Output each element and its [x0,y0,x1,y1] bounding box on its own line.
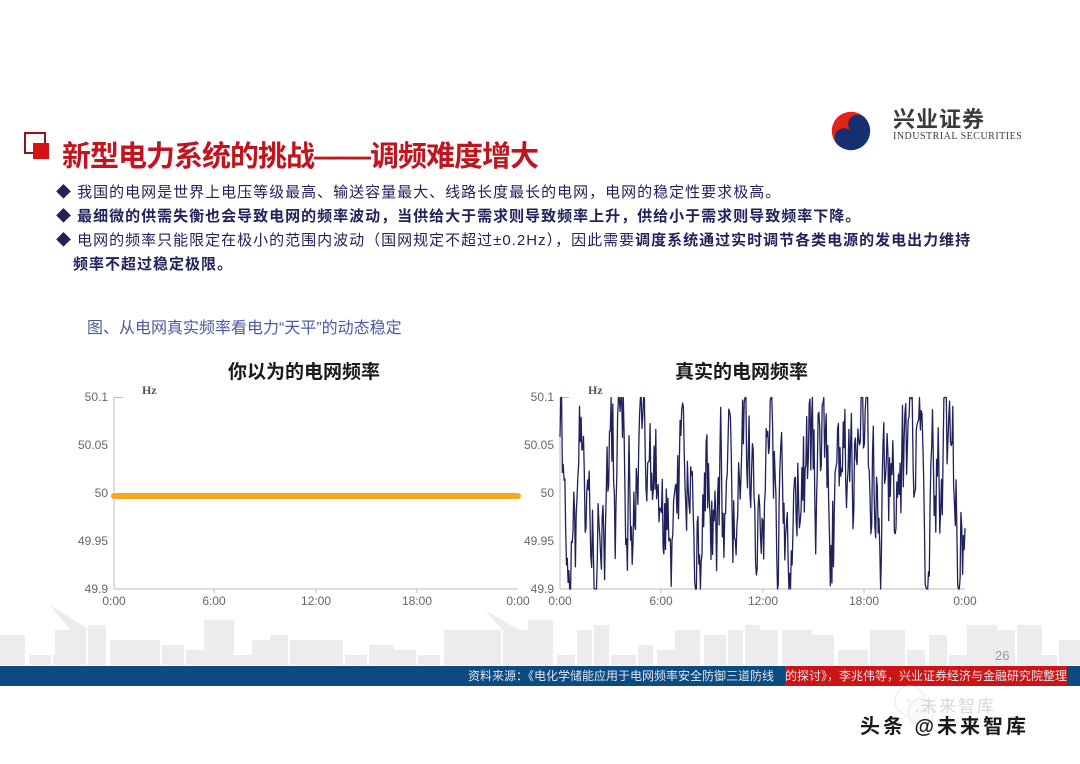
svg-text:49.95: 49.95 [78,534,108,548]
svg-text:50: 50 [541,486,555,500]
svg-text:50.1: 50.1 [85,390,109,404]
svg-text:50.05: 50.05 [524,438,554,452]
svg-text:49.95: 49.95 [524,534,554,548]
svg-text:50: 50 [95,486,109,500]
svg-text:Hz: Hz [588,383,603,397]
svg-text:50.1: 50.1 [531,390,555,404]
svg-text:Hz: Hz [142,383,157,397]
svg-text:50.05: 50.05 [78,438,108,452]
